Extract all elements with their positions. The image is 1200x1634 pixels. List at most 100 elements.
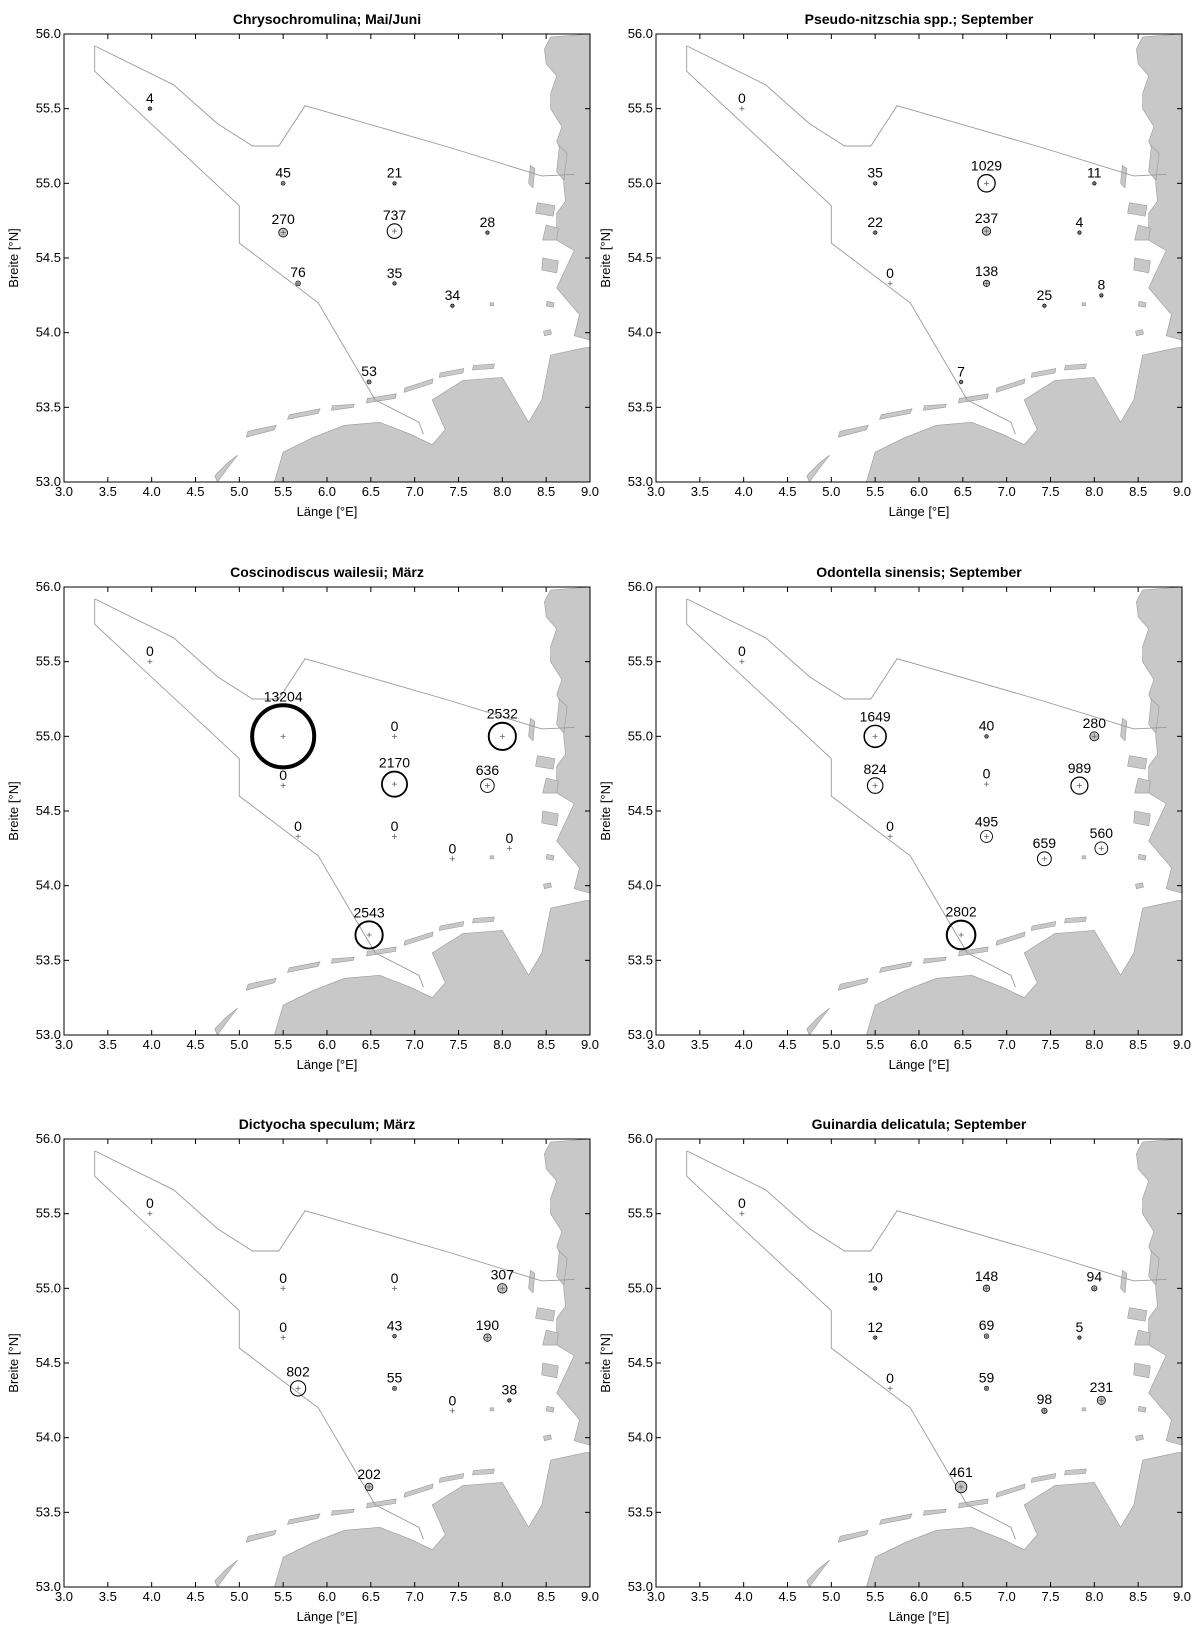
station-value-label: 98 — [1037, 1391, 1053, 1407]
station-marker: 45 — [275, 165, 291, 186]
station-value-label: 0 — [279, 767, 287, 783]
y-tick-label: 55.0 — [36, 175, 61, 190]
island — [287, 1513, 321, 1525]
station-marker: 0 — [279, 1270, 287, 1291]
station-marker: 0 — [886, 1370, 894, 1391]
island — [245, 1529, 277, 1543]
eez-boundary — [94, 1150, 424, 1540]
station-marker: 231 — [1090, 1379, 1113, 1405]
eez-boundary — [686, 1150, 1016, 1540]
y-tick-label: 53.0 — [36, 1027, 61, 1042]
x-tick-label: 7.0 — [406, 1037, 424, 1052]
island — [1081, 302, 1086, 307]
abundance-circle — [980, 829, 993, 843]
island — [958, 1498, 989, 1509]
x-tick-label: 3.5 — [99, 1037, 117, 1052]
station-value-label: 824 — [863, 761, 887, 777]
jutland-coast — [1136, 587, 1182, 894]
island — [541, 810, 559, 827]
island — [995, 378, 1026, 393]
station-value-label: 13204 — [264, 688, 303, 704]
station-value-label: 2532 — [487, 706, 518, 722]
station-value-label: 4 — [146, 90, 154, 106]
station-value-label: 0 — [505, 830, 513, 846]
panel-title: Guinardia delicatula; September — [812, 1116, 1027, 1132]
station-marker: 69 — [979, 1317, 995, 1339]
x-tick-label: 6.0 — [318, 1589, 336, 1604]
y-tick-label: 53.5 — [36, 1504, 61, 1519]
station-marker: 4 — [1076, 214, 1084, 236]
station-value-label: 237 — [975, 210, 999, 226]
station-marker: 0 — [505, 830, 513, 851]
island — [1120, 717, 1128, 742]
island — [806, 1559, 830, 1587]
y-axis-label: Breite [°N] — [6, 228, 21, 287]
station-marker: 7 — [957, 363, 965, 385]
station-marker: 4 — [146, 90, 154, 112]
station-marker: 25 — [1037, 287, 1052, 309]
x-tick-label: 7.5 — [1041, 1589, 1059, 1604]
eez-boundary — [94, 45, 424, 435]
jutland-coast — [544, 1139, 590, 1446]
y-tick-label: 56.0 — [628, 26, 653, 41]
x-tick-label: 3.0 — [647, 1589, 665, 1604]
abundance-circle — [480, 778, 495, 793]
island — [438, 921, 465, 931]
x-tick-label: 6.5 — [954, 1589, 972, 1604]
station-marker: 2532 — [487, 706, 518, 751]
island — [837, 977, 869, 991]
station-value-label: 0 — [448, 840, 456, 856]
island — [1064, 916, 1087, 924]
map-panel-4: Odontella sinensis; September 3.0 3.5 4.0 4.… — [598, 564, 1191, 1072]
station-marker: 0 — [448, 1392, 456, 1414]
station-marker: 21 — [387, 165, 403, 186]
station-value-label: 636 — [476, 762, 500, 778]
x-tick-label: 6.5 — [954, 484, 972, 499]
station-value-label: 0 — [886, 818, 894, 834]
land-layer — [686, 1139, 1182, 1587]
y-tick-label: 56.0 — [36, 1131, 61, 1146]
island — [545, 853, 555, 861]
abundance-circle — [1070, 776, 1089, 795]
island — [1148, 1250, 1160, 1287]
x-tick-label: 4.0 — [735, 1589, 753, 1604]
island — [545, 1405, 555, 1413]
x-tick-label: 8.5 — [537, 484, 555, 499]
station-marker: 824 — [863, 761, 887, 794]
island — [1137, 853, 1147, 861]
station-value-label: 1649 — [860, 708, 891, 724]
y-tick-label: 54.0 — [628, 1430, 653, 1445]
station-value-label: 461 — [949, 1464, 973, 1480]
x-tick-label: 3.5 — [691, 1589, 709, 1604]
station-marker: 38 — [502, 1382, 517, 1403]
island — [489, 302, 494, 307]
island — [489, 1407, 494, 1412]
island — [1127, 755, 1148, 770]
station-marker: 495 — [975, 813, 998, 843]
station-marker: 0 — [146, 643, 154, 665]
station-value-label: 21 — [387, 165, 403, 181]
island — [472, 1468, 495, 1476]
station-value-label: 2802 — [946, 904, 977, 920]
x-tick-label: 7.0 — [406, 484, 424, 499]
x-tick-label: 9.0 — [1173, 484, 1191, 499]
island — [958, 946, 989, 957]
x-axis-label: Länge [°E] — [297, 504, 358, 519]
map-panel-6: Guinardia delicatula; September 3.0 3.5 4.0… — [598, 1116, 1191, 1624]
y-tick-label: 56.0 — [36, 26, 61, 41]
x-tick-label: 9.0 — [581, 1037, 599, 1052]
island — [366, 946, 397, 957]
station-value-label: 737 — [383, 207, 407, 223]
station-value-label: 560 — [1090, 825, 1114, 841]
x-tick-label: 9.0 — [581, 1589, 599, 1604]
x-tick-label: 3.5 — [691, 484, 709, 499]
y-tick-label: 55.5 — [628, 101, 653, 116]
station-value-label: 43 — [387, 1317, 403, 1333]
x-tick-label: 5.5 — [274, 1037, 292, 1052]
y-tick-label: 54.0 — [36, 1430, 61, 1445]
station-marker: 560 — [1090, 825, 1114, 856]
island — [1133, 810, 1151, 827]
x-axis-label: Länge [°E] — [297, 1609, 358, 1624]
station-marker: 0 — [279, 1319, 287, 1341]
